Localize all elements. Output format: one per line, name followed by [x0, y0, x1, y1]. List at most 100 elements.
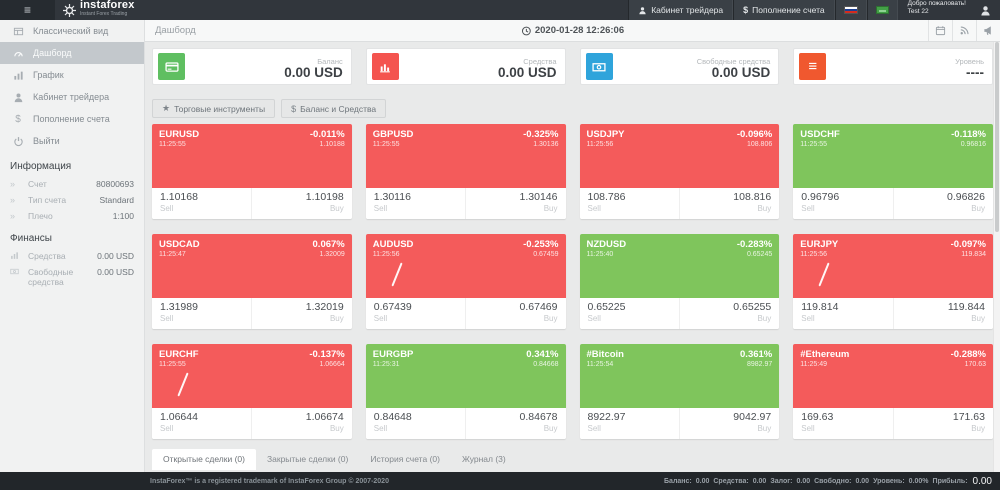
tile-usdchf[interactable]: USDCHF -0.118% 11:25:55 0.96816 0.96796 Sel…	[793, 124, 993, 219]
sidebar-label: Кабинет трейдера	[33, 92, 110, 102]
buy-button[interactable]: 1.06674 Buy	[251, 408, 351, 439]
chevrons-icon: »	[10, 195, 16, 205]
sell-button[interactable]: 1.30116 Sell	[366, 188, 465, 219]
buy-button[interactable]: 0.67469 Buy	[465, 298, 565, 329]
buy-button[interactable]: 0.84678 Buy	[465, 408, 565, 439]
dollar-icon: $	[15, 113, 21, 125]
sell-button[interactable]: 0.84648 Sell	[366, 408, 465, 439]
tile-time: 11:25:55	[372, 141, 400, 148]
sell-button[interactable]: 169.63 Sell	[793, 408, 892, 439]
tile-bitcoin[interactable]: #Bitcoin 0.361% 11:25:54 8982.97 8922.97 Se…	[579, 344, 780, 439]
sell-button[interactable]: 108.786 Sell	[580, 188, 679, 219]
stat-label: Залог:	[770, 477, 793, 485]
tile-gbpusd[interactable]: GBPUSD -0.325% 11:25:55 1.30136 1.30116 Sel…	[365, 124, 566, 219]
tab-account-history[interactable]: История счета (0)	[370, 454, 440, 464]
tile-head: USDCAD 0.067% 11:25:47 1.32009	[152, 234, 352, 298]
sidebar-item-chart[interactable]: График	[0, 64, 144, 86]
info-row-account: » Счет 80800693	[10, 179, 134, 189]
buy-button[interactable]: 9042.97 Buy	[678, 408, 779, 439]
buy-price: 1.10198	[305, 191, 344, 203]
tile-price: 1.32009	[319, 251, 345, 258]
sidebar-item-dashboard[interactable]: Дашборд	[0, 42, 144, 64]
sidebar-item-deposit[interactable]: $ Пополнение счета	[0, 108, 144, 130]
tile-usdcad[interactable]: USDCAD 0.067% 11:25:47 1.32009 1.31989 Sell…	[152, 234, 352, 329]
scrollbar-thumb[interactable]	[995, 42, 999, 232]
sidebar-item-classic-view[interactable]: Классический вид	[0, 20, 144, 42]
tile-eurgbp[interactable]: EURGBP 0.341% 11:25:31 0.84668 0.84648 Sell…	[365, 344, 566, 439]
stat-label: Уровень:	[873, 477, 905, 485]
tile-head: EURGBP 0.341% 11:25:31 0.84668	[365, 344, 566, 408]
sell-button[interactable]: 0.67439 Sell	[366, 298, 465, 329]
balance-funds-button[interactable]: $ Баланс и Средства	[281, 99, 387, 118]
dashboard-gauge-icon	[10, 48, 26, 59]
bar-chart-icon	[371, 53, 399, 80]
chart-icon	[10, 251, 23, 260]
buy-button[interactable]: 171.63 Buy	[892, 408, 993, 439]
buy-button[interactable]: 1.32019 Buy	[251, 298, 351, 329]
language-russian-button[interactable]	[834, 0, 867, 20]
tile-symbol: GBPUSD	[372, 129, 414, 140]
breadcrumb-bar: Дашборд 2020-01-28 12:26:06	[145, 20, 1000, 42]
sell-price: 8922.97	[587, 411, 626, 423]
buy-button[interactable]: 0.65255 Buy	[678, 298, 779, 329]
sell-button[interactable]: 1.06644 Sell	[152, 408, 251, 439]
sidebar-item-logout[interactable]: Выйти	[0, 130, 144, 152]
tab-open-trades[interactable]: Открытые сделки (0)	[152, 449, 256, 470]
buy-price: 1.30146	[519, 191, 558, 203]
buy-price: 1.06674	[305, 411, 344, 423]
tile-price: 170.63	[964, 361, 986, 368]
tile-eurchf[interactable]: EURCHF -0.137% 11:25:55 1.06664 1.06644 Sel…	[152, 344, 352, 439]
dollar-icon: $	[743, 5, 749, 15]
tile-nzdusd[interactable]: NZDUSD -0.283% 11:25:40 0.65245 0.65225 Sel…	[579, 234, 780, 329]
tile-ethereum[interactable]: #Ethereum -0.288% 11:25:49 170.63 169.63 Se…	[793, 344, 993, 439]
sidebar-item-trader-cabinet[interactable]: Кабинет трейдера	[0, 86, 144, 108]
buy-button[interactable]: 108.816 Buy	[678, 188, 779, 219]
megaphone-icon	[984, 26, 991, 36]
tile-symbol: EURUSD	[159, 129, 200, 140]
buy-price: 108.816	[733, 191, 772, 203]
hamburger-menu-button[interactable]: ≡	[0, 0, 55, 20]
user-avatar-button[interactable]	[974, 0, 996, 20]
trader-cabinet-button[interactable]: Кабинет трейдера	[628, 0, 734, 20]
sell-button[interactable]: 0.65225 Sell	[580, 298, 679, 329]
sell-button[interactable]: 1.31989 Sell	[152, 298, 251, 329]
card-label: Свободные средства	[696, 56, 771, 66]
deposit-button[interactable]: $ Пополнение счета	[733, 0, 835, 20]
instaforex-logo[interactable]: instaforex Instant Forex Trading	[63, 0, 135, 20]
account-number: 80800693	[96, 179, 134, 189]
tile-change: -0.283%	[736, 239, 773, 250]
finance-row-free-funds: Свободные средства 0.00 USD	[0, 264, 144, 290]
chevrons-icon: »	[10, 211, 16, 221]
currency-flag-button[interactable]	[866, 0, 898, 20]
announcements-button[interactable]	[976, 20, 1000, 41]
tile-change: 0.361%	[740, 349, 773, 360]
free-funds-value: 0.00 USD	[97, 267, 134, 277]
tile-change: 0.067%	[312, 239, 345, 250]
sell-button[interactable]: 1.10168 Sell	[152, 188, 251, 219]
instaforex-logo-icon	[63, 3, 76, 17]
stat-value: 0.00	[855, 477, 870, 485]
sell-button[interactable]: 0.96796 Sell	[793, 188, 892, 219]
tile-eurjpy[interactable]: EURJPY -0.097% 11:25:56 119.834 119.814 Sel…	[793, 234, 993, 329]
calendar-button[interactable]	[928, 20, 952, 41]
tile-audusd[interactable]: AUDUSD -0.253% 11:25:56 0.67459 0.67439 Sel…	[365, 234, 566, 329]
buy-button[interactable]: 119.844 Buy	[892, 298, 993, 329]
tile-change: 0.341%	[526, 349, 559, 360]
sell-price: 0.96796	[801, 191, 840, 203]
tab-journal[interactable]: Журнал (3)	[461, 454, 506, 464]
banknote-icon	[585, 53, 613, 80]
tile-time: 11:25:40	[586, 251, 614, 258]
sell-button[interactable]: 8922.97 Sell	[580, 408, 679, 439]
sell-button[interactable]: 119.814 Sell	[793, 298, 892, 329]
rss-button[interactable]	[952, 20, 976, 41]
tab-closed-trades[interactable]: Закрытые сделки (0)	[266, 454, 349, 464]
tile-eurusd[interactable]: EURUSD -0.011% 11:25:55 1.10188 1.10168 Sel…	[152, 124, 352, 219]
tile-usdjpy[interactable]: USDJPY -0.096% 11:25:56 108.806 108.786 Sel…	[579, 124, 780, 219]
tile-change: -0.137%	[309, 349, 345, 360]
equity-value: 0.00 USD	[97, 251, 134, 261]
scrollbar[interactable]	[993, 42, 1000, 472]
buy-button[interactable]: 0.96826 Buy	[892, 188, 993, 219]
buy-button[interactable]: 1.30146 Buy	[465, 188, 565, 219]
buy-button[interactable]: 1.10198 Buy	[251, 188, 351, 219]
trading-instruments-button[interactable]: ★ Торговые инструменты	[152, 99, 276, 118]
